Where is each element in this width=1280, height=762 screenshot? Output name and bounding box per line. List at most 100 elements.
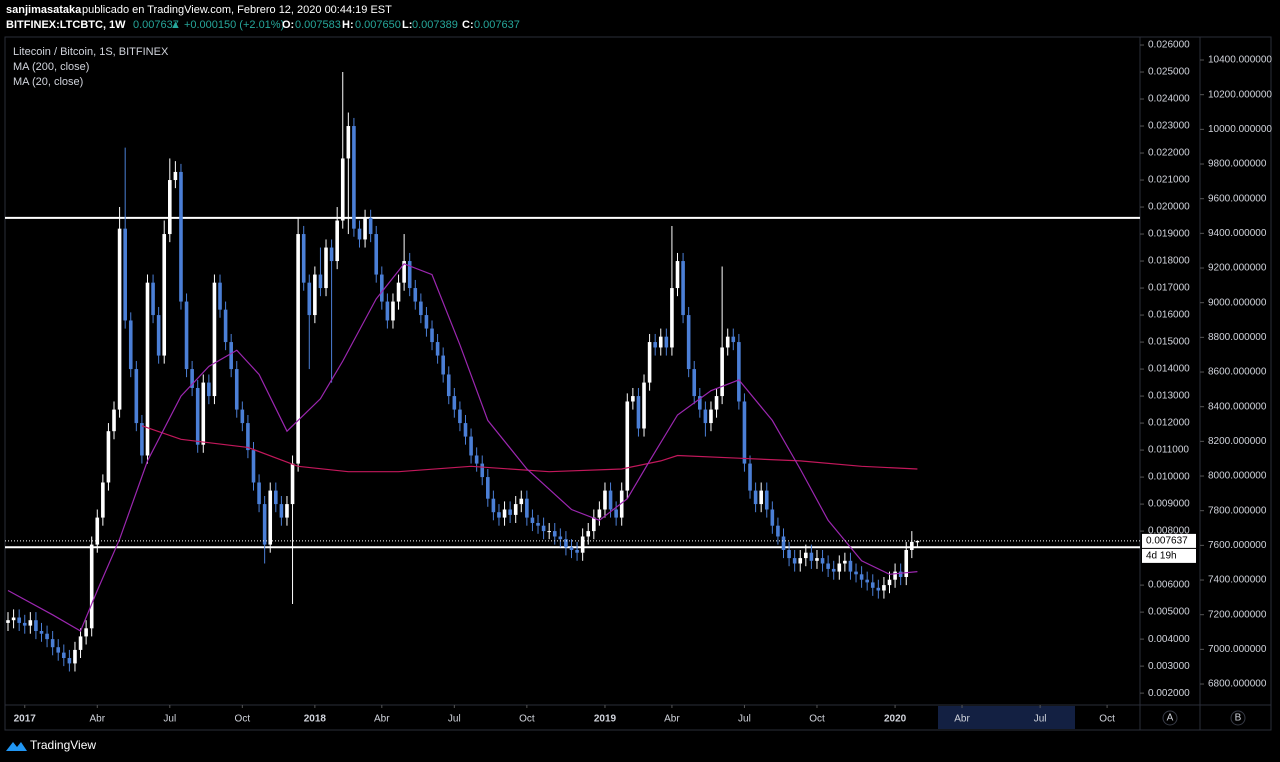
y-tick-label: 0.003000 <box>1148 661 1190 672</box>
candle-body <box>541 525 546 532</box>
y2-tick-label: 7400.000000 <box>1208 575 1267 586</box>
y2-tick-label: 8000.000000 <box>1208 471 1267 482</box>
candle-body <box>162 234 167 356</box>
candle-body <box>50 639 55 648</box>
candle-body <box>876 587 881 591</box>
candle-body <box>642 382 646 429</box>
candle-body <box>168 180 172 235</box>
candle-body <box>446 374 451 397</box>
y-tick-label: 0.012000 <box>1148 418 1190 429</box>
candle-body <box>664 336 669 348</box>
x-tick-label: Abr <box>374 714 390 725</box>
candle-body <box>843 560 847 564</box>
candle-body <box>530 517 535 523</box>
y2-tick-label: 9800.000000 <box>1208 159 1267 170</box>
candle-body <box>592 517 596 532</box>
candle-body <box>89 544 94 629</box>
candle-body <box>240 409 245 424</box>
candle-body <box>748 463 752 491</box>
legend-entry: MA (20, close) <box>13 76 83 88</box>
candle-body <box>575 549 579 553</box>
candle-body <box>502 509 507 518</box>
candle-body <box>140 423 144 456</box>
y-tick-label: 0.011000 <box>1148 445 1189 456</box>
c-label: C: <box>462 19 474 31</box>
candle-body <box>363 217 367 240</box>
candle-body <box>56 647 61 653</box>
candle-body <box>787 549 791 559</box>
candle-body <box>865 579 869 583</box>
x-tick-label: Oct <box>1099 714 1115 725</box>
candle-body <box>815 558 819 561</box>
x-tick-label: 2020 <box>884 714 907 725</box>
y-tick-label: 0.019000 <box>1148 229 1190 240</box>
countdown-tag <box>1142 548 1196 563</box>
candle-body <box>101 482 105 518</box>
candle-body <box>212 282 217 397</box>
candle-body <box>781 536 786 550</box>
candle-body <box>324 247 328 289</box>
control-label[interactable]: B <box>1235 713 1242 724</box>
candle-body <box>547 531 551 533</box>
y-tick-label: 0.021000 <box>1148 175 1190 186</box>
control-button[interactable] <box>1230 710 1246 726</box>
control-button[interactable] <box>1162 710 1178 726</box>
candle-body <box>720 347 724 397</box>
candle-body <box>631 396 635 402</box>
candle-body <box>385 301 390 321</box>
last-price-tag <box>1142 533 1196 548</box>
candle-body <box>84 628 88 637</box>
candle-body <box>201 382 206 445</box>
candle-body <box>285 504 289 518</box>
candle-body <box>380 274 384 302</box>
candle-body <box>151 282 155 316</box>
x-tick-label: 2019 <box>594 714 617 725</box>
candle-body <box>329 247 334 262</box>
candle-body <box>859 574 864 580</box>
candle-body <box>725 336 730 348</box>
y2-tick-label: 10000.000000 <box>1208 124 1272 135</box>
l-value: 0.007389 <box>412 19 458 31</box>
frame <box>4 36 1272 731</box>
candle-body <box>6 620 10 623</box>
candle-body <box>764 490 769 510</box>
candle-body <box>474 455 479 464</box>
y-tick-label: 0.009000 <box>1148 499 1190 510</box>
candle-body <box>268 490 273 545</box>
candle-body <box>670 288 674 348</box>
candle-body <box>179 171 183 302</box>
candle-body <box>809 552 814 561</box>
candle-body <box>39 631 44 634</box>
candle-body <box>513 504 518 515</box>
candle-body <box>597 509 602 518</box>
candle-body <box>307 282 312 316</box>
c-value: 0.007637 <box>474 19 520 31</box>
y-tick-label: 0.016000 <box>1148 310 1190 321</box>
candle-body <box>703 409 708 424</box>
candle-body <box>106 431 111 483</box>
candle-body <box>820 558 825 564</box>
candle-body <box>898 571 903 578</box>
candle-body <box>112 409 116 432</box>
y-tick-label: 0.025000 <box>1148 67 1190 78</box>
y-tick-label: 0.017000 <box>1148 283 1190 294</box>
candle-body <box>658 336 663 348</box>
control-label[interactable]: A <box>1167 713 1174 724</box>
candle-body <box>301 234 306 283</box>
published: publicado en TradingView.com, Febrero 12… <box>82 4 392 16</box>
y2-tick-label: 7600.000000 <box>1208 540 1267 551</box>
candle-body <box>508 509 512 515</box>
symbol: BITFINEX:LTCBTC, 1W <box>6 19 126 31</box>
candle-body <box>536 522 540 526</box>
candle-body <box>636 396 641 429</box>
y-tick-label: 0.008000 <box>1148 526 1190 537</box>
candle-body <box>229 342 233 370</box>
candle-body <box>653 342 657 348</box>
candle-body <box>413 288 418 302</box>
candle-body <box>486 477 490 499</box>
candle-body <box>904 549 909 578</box>
y2-tick-label: 8800.000000 <box>1208 332 1267 343</box>
candle-body <box>692 369 697 397</box>
x-tick-label: Abr <box>89 714 105 725</box>
x-tick-label: Jul <box>1034 714 1047 725</box>
